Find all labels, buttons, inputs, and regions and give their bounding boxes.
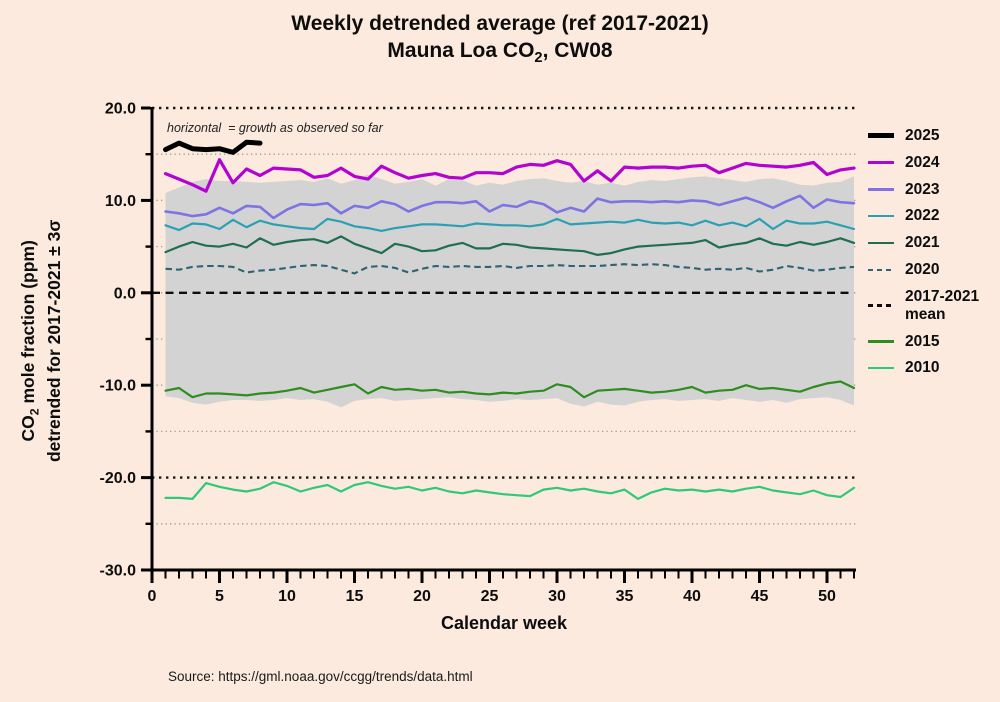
series-line-2010 [164, 481, 856, 500]
legend-swatch-2015 [868, 333, 894, 349]
series-line-2022 [164, 217, 856, 232]
plot-annotation: horizontal = growth as observed so far [167, 121, 383, 135]
x-tick-label-5: 5 [215, 588, 224, 605]
legend-swatch-2023 [868, 182, 894, 198]
x-tick-label-25: 25 [481, 588, 499, 605]
legend-swatch-line [868, 133, 894, 139]
legend-item-2015: 2015 [868, 333, 979, 351]
y-tick-label-10: 10.0 [105, 193, 136, 210]
legend-swatch-2020 [868, 262, 894, 278]
legend-swatch-line [868, 304, 894, 307]
series-line-2023 [164, 194, 856, 220]
y-tick-label-20: 20.0 [105, 101, 136, 118]
legend-swatch-2017-2021-mean [868, 298, 894, 314]
x-tick-label-45: 45 [751, 588, 769, 605]
series-line-2024 [163, 158, 856, 193]
legend-item-2023: 2023 [868, 181, 979, 199]
title-line-2-text: Mauna Loa CO [387, 39, 535, 63]
legend-item-2017-2021-mean: 2017-2021 mean [868, 288, 979, 324]
legend-label-2024: 2024 [905, 153, 940, 171]
x-axis-label: Calendar week [440, 613, 568, 633]
legend-swatch-line [868, 215, 894, 218]
title-line-2: Mauna Loa CO2, CW08 [0, 37, 1000, 68]
x-tick-label-0: 0 [148, 588, 157, 605]
series-line-2021 [164, 235, 856, 256]
legend-swatch-line [868, 367, 894, 370]
legend-label-2015: 2015 [905, 332, 940, 350]
y-tick-label--30: -30.0 [100, 563, 137, 580]
legend-label-2022: 2022 [905, 207, 940, 225]
x-tick-label-10: 10 [278, 588, 296, 605]
x-tick-label-35: 35 [616, 588, 634, 605]
series-line-2025 [163, 139, 263, 155]
legend-item-2021: 2021 [868, 234, 979, 252]
legend-swatch-line [868, 188, 894, 191]
legend-swatch-line [868, 161, 894, 165]
series-line-2020 [165, 263, 855, 275]
legend-swatch-2021 [868, 235, 894, 251]
title-line-2-suffix: , CW08 [542, 39, 613, 63]
legend-swatch-line [868, 268, 894, 272]
x-tick-label-40: 40 [683, 588, 701, 605]
x-tick-label-30: 30 [548, 588, 566, 605]
chart-title: Weekly detrended average (ref 2017-2021)… [0, 10, 1000, 69]
y-tick-label--10: -10.0 [100, 378, 137, 395]
legend-item-2024: 2024 [868, 154, 979, 172]
legend: 2025 2024 2023 2022 2021 2020 2017-2021 mean 20… [868, 127, 979, 386]
legend-swatch-2024 [868, 155, 894, 171]
legend-swatch-line [868, 340, 894, 343]
x-tick-label-15: 15 [346, 588, 364, 605]
legend-swatch-2010 [868, 360, 894, 376]
legend-label-2020: 2020 [905, 261, 940, 279]
legend-swatch-2022 [868, 208, 894, 224]
legend-label-2023: 2023 [905, 180, 940, 198]
legend-item-2025: 2025 [868, 127, 979, 145]
legend-item-2020: 2020 [868, 261, 979, 279]
legend-swatch-2025 [868, 128, 894, 144]
sigma-band-area [165, 174, 854, 408]
legend-label-2017-2021-mean: 2017-2021 mean [905, 287, 980, 323]
title-line-1: Weekly detrended average (ref 2017-2021) [291, 12, 709, 35]
x-tick-label-20: 20 [413, 588, 431, 605]
legend-label-2021: 2021 [905, 234, 940, 252]
x-tick-label-50: 50 [818, 588, 836, 605]
legend-swatch-line [868, 242, 894, 245]
title-subscript: 2 [534, 50, 543, 67]
y-tick-label-0: 0.0 [114, 285, 136, 302]
legend-item-2010: 2010 [868, 359, 979, 377]
source-note: Source: https://gml.noaa.gov/ccgg/trends… [168, 669, 473, 684]
legend-label-2010: 2010 [905, 359, 940, 377]
y-tick-label--20: -20.0 [100, 470, 137, 487]
legend-item-2022: 2022 [868, 207, 979, 225]
legend-label-2025: 2025 [905, 127, 940, 144]
series-line-2015 [164, 380, 856, 399]
